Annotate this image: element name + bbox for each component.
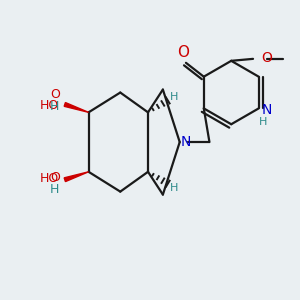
Text: O: O xyxy=(177,45,189,60)
Polygon shape xyxy=(64,172,88,182)
Text: N: N xyxy=(181,135,191,149)
Text: O: O xyxy=(50,171,60,184)
Text: H: H xyxy=(50,183,60,196)
Polygon shape xyxy=(64,103,88,112)
Text: H: H xyxy=(259,117,267,127)
Text: H: H xyxy=(169,92,178,101)
Text: HO: HO xyxy=(39,172,58,185)
Text: H: H xyxy=(50,100,60,113)
Text: O: O xyxy=(261,51,272,65)
Text: O: O xyxy=(50,88,60,101)
Text: H: H xyxy=(169,183,178,193)
Text: N: N xyxy=(261,103,272,117)
Text: HO: HO xyxy=(39,99,58,112)
